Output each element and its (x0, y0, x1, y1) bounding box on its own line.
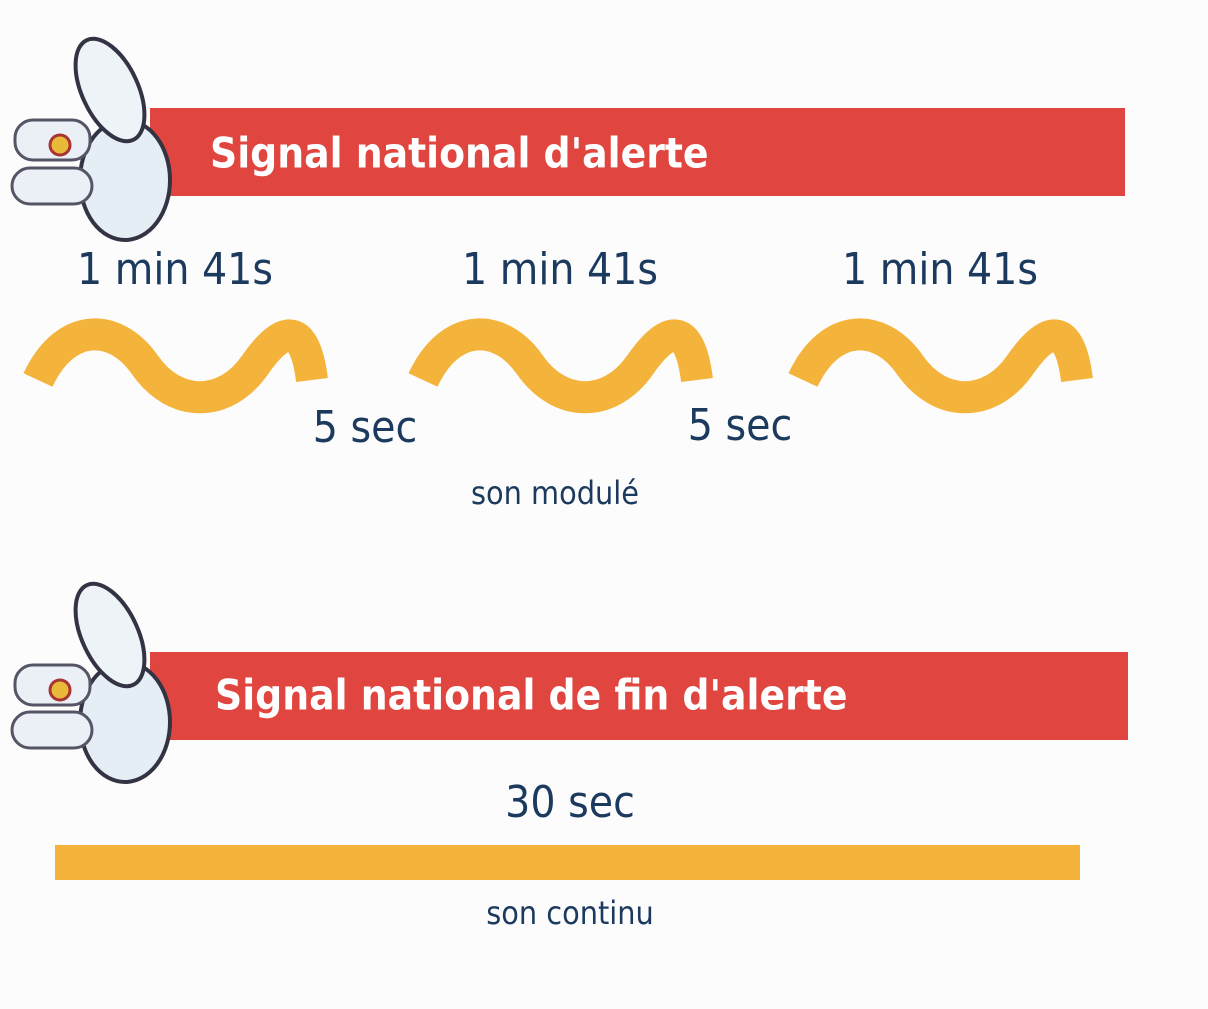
sound-label: son modulé (471, 474, 639, 512)
duration-label: 1 min 41s (77, 244, 273, 295)
page: Signal national d'alerte 1 min 41s 1 min… (0, 0, 1208, 1009)
duration-label: 1 min 41s (842, 244, 1038, 295)
sound-label: son continu (486, 894, 653, 932)
banner-title: Signal national de fin d'alerte (215, 671, 847, 720)
continuous-bar (55, 845, 1080, 880)
banner-title: Signal national d'alerte (210, 129, 709, 178)
pause-label: 5 sec (313, 402, 418, 453)
duration-label: 30 sec (505, 777, 635, 828)
duration-label: 1 min 41s (462, 244, 658, 295)
pause-label: 5 sec (688, 400, 793, 451)
